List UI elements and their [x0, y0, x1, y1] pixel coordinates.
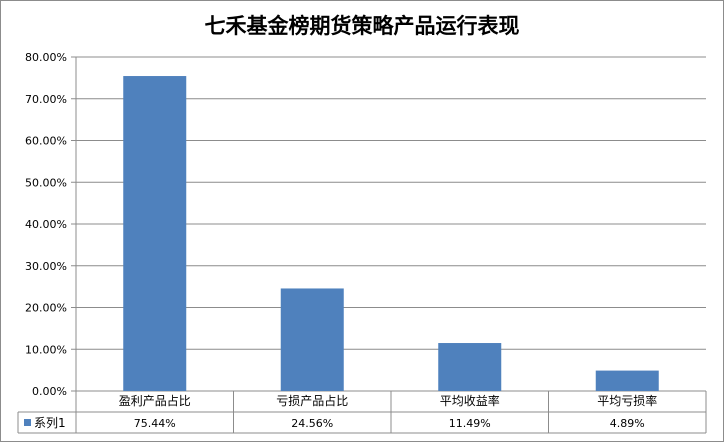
y-tick-label: 20.00%: [25, 302, 67, 315]
y-tick-label: 40.00%: [25, 218, 67, 231]
data-label: 4.89%: [610, 417, 645, 430]
category-label: 亏损产品占比: [276, 393, 348, 408]
y-tick-label: 70.00%: [25, 93, 67, 106]
chart-title: 七禾基金榜期货策略产品运行表现: [204, 14, 520, 38]
category-label: 平均收益率: [440, 393, 500, 408]
bar: [123, 76, 187, 392]
y-tick-label: 80.00%: [25, 51, 67, 64]
bar: [595, 370, 659, 391]
legend-swatch: [24, 419, 31, 426]
bar: [280, 288, 344, 391]
category-label: 盈利产品占比: [119, 393, 191, 408]
data-label: 11.49%: [449, 417, 491, 430]
data-label: 75.44%: [134, 417, 176, 430]
bar: [438, 343, 502, 391]
y-tick-label: 0.00%: [32, 385, 67, 398]
y-tick-label: 30.00%: [25, 260, 67, 273]
category-label: 平均亏损率: [597, 393, 657, 408]
y-tick-label: 60.00%: [25, 135, 67, 148]
y-tick-label: 50.00%: [25, 176, 67, 189]
data-label: 24.56%: [291, 417, 333, 430]
y-tick-label: 10.00%: [25, 343, 67, 356]
legend-label: 系列1: [34, 416, 66, 430]
